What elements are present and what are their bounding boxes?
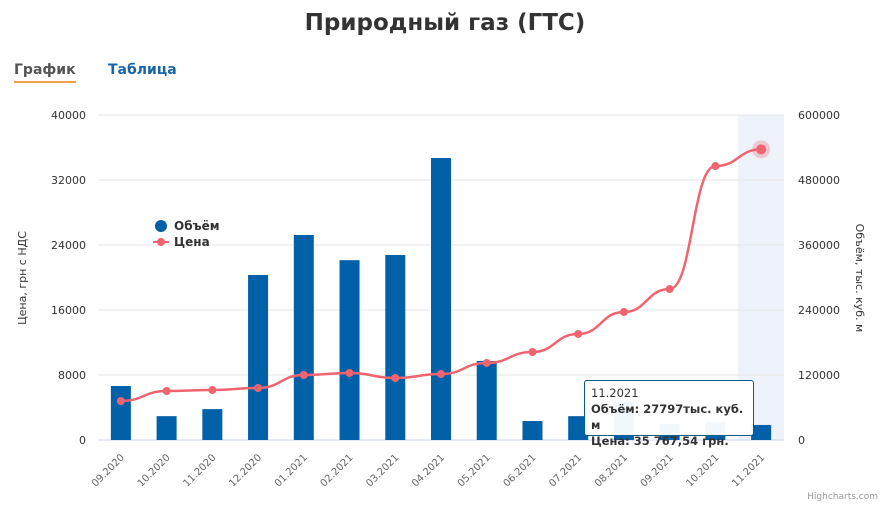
x-tick-label: 11.2021 <box>730 452 767 489</box>
bar-volume <box>248 275 269 440</box>
credit-link[interactable]: Highcharts.com <box>807 492 878 502</box>
bar-volume <box>568 416 589 440</box>
tooltip-price: Цена: 35 767,54 грн. <box>591 434 729 448</box>
legend-volume-symbol <box>155 220 167 232</box>
bar-volume <box>476 360 497 440</box>
right-tick-label: 240000 <box>798 304 840 317</box>
price-point <box>254 384 263 392</box>
price-point <box>208 386 217 395</box>
x-tick-label: 01.2021 <box>273 452 310 489</box>
price-point <box>619 308 628 317</box>
x-tick-label: 03.2021 <box>364 452 401 489</box>
right-tick-label: 360000 <box>798 239 840 252</box>
right-tick-label: 480000 <box>798 174 840 187</box>
left-tick-label: 24000 <box>51 239 86 252</box>
x-tick-label: 10.2020 <box>136 452 173 489</box>
x-tick-label: 04.2021 <box>410 452 447 489</box>
price-point <box>574 329 583 338</box>
price-point <box>391 374 400 383</box>
right-tick-label: 120000 <box>798 369 840 382</box>
right-tick-label: 0 <box>798 434 805 447</box>
left-axis-title: Цена, грн с НДС <box>16 231 29 325</box>
x-tick-label: 08.2021 <box>593 452 630 489</box>
x-tick-label: 02.2021 <box>319 452 356 489</box>
price-point <box>116 397 125 405</box>
legend-volume-label: Объём <box>174 219 220 233</box>
bar-volume <box>156 416 177 440</box>
x-tick-label: 06.2021 <box>502 452 539 489</box>
x-tick-label: 09.2020 <box>90 452 127 489</box>
price-point <box>162 387 171 396</box>
price-point <box>437 370 445 379</box>
price-point <box>756 144 767 155</box>
legend-price-symbol <box>157 238 165 246</box>
bar-volume <box>339 260 360 440</box>
chart-title: Природный газ (ГТС) <box>304 10 586 36</box>
left-tick-label: 32000 <box>51 174 86 187</box>
legend-price-label: Цена <box>174 235 210 249</box>
price-point <box>528 348 537 357</box>
tooltip: 11.2021 Объём: 27797тыс. куб. м Цена: 35… <box>584 380 754 448</box>
price-point <box>482 358 491 367</box>
x-tick-label: 07.2021 <box>547 452 584 489</box>
bar-volume <box>385 255 406 440</box>
x-tick-label: 12.2020 <box>227 452 264 489</box>
bar-volume <box>110 385 131 440</box>
price-point <box>345 368 354 377</box>
left-tick-label: 40000 <box>51 109 86 122</box>
x-tick-label: 10.2021 <box>684 452 721 489</box>
bar-volume <box>431 158 451 440</box>
bar-volume <box>751 424 772 440</box>
left-tick-label: 16000 <box>51 304 86 317</box>
left-tick-label: 0 <box>79 434 86 447</box>
price-point <box>711 162 720 171</box>
left-tick-label: 8000 <box>58 369 86 382</box>
x-tick-label: 05.2021 <box>456 452 493 489</box>
tooltip-volume: Объём: 27797тыс. куб. м <box>591 402 744 432</box>
bar-volume <box>293 234 314 440</box>
x-tick-label: 09.2021 <box>639 452 676 489</box>
bar-volume <box>522 421 543 440</box>
tab-chart[interactable]: График <box>14 62 76 83</box>
x-tick-label: 11.2020 <box>181 452 218 489</box>
bar-volume <box>202 409 223 440</box>
right-tick-label: 600000 <box>798 109 840 122</box>
price-point <box>299 371 308 379</box>
tooltip-date: 11.2021 <box>591 386 639 400</box>
price-point <box>665 285 674 294</box>
right-axis-title: Объём, тыс. куб. м <box>853 224 866 333</box>
tab-table[interactable]: Таблица <box>108 62 177 78</box>
